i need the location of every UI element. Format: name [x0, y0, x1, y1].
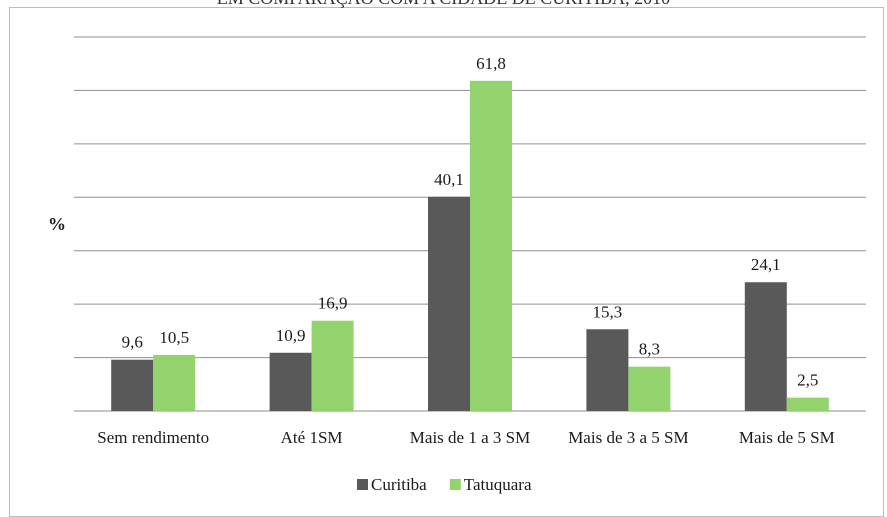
x-tick-label: Sem rendimento — [97, 428, 209, 447]
bar-tatuquara — [628, 366, 671, 411]
bar-curitiba — [269, 352, 312, 411]
legend-label: Tatuquara — [464, 475, 532, 494]
bar-curitiba — [744, 282, 787, 411]
data-label: 15,3 — [593, 302, 623, 321]
legend-swatch — [449, 479, 461, 490]
x-tick-label: Mais de 3 a 5 SM — [568, 428, 688, 447]
bar-tatuquara — [311, 320, 354, 411]
x-tick-label: Mais de 5 SM — [739, 428, 835, 447]
data-label: 2,5 — [797, 371, 818, 390]
x-tick-labels: Sem rendimento Até 1SM Mais de 1 a 3 SM Mai… — [97, 428, 834, 447]
data-label: 24,1 — [751, 255, 781, 274]
x-tick-label: Mais de 1 a 3 SM — [410, 428, 530, 447]
bar-tatuquara — [153, 354, 196, 411]
bar-curitiba — [111, 359, 154, 411]
x-tick-label: Até 1SM — [281, 428, 343, 447]
data-label: 10,5 — [159, 328, 189, 347]
bar-tatuquara — [470, 80, 512, 411]
data-label: 8,3 — [639, 340, 660, 359]
bar-curitiba — [586, 329, 629, 411]
bar-tatuquara — [786, 397, 829, 411]
data-labels: 9,6 10,5 10,9 16,9 40,1 61,8 15,3 8,3 24,1 2,5 — [122, 54, 819, 390]
chart-title: EM COMPARAÇÃO COM A CIDADE DE CURITIBA, … — [0, 0, 887, 9]
bar-curitiba — [428, 196, 470, 411]
data-label: 10,9 — [276, 326, 306, 345]
legend-label: Curitiba — [371, 475, 427, 494]
y-axis-label: % — [48, 214, 66, 234]
data-label: 40,1 — [434, 170, 464, 189]
bars — [111, 80, 829, 411]
legend-swatch — [357, 479, 368, 490]
legend: Curitiba Tatuquara — [357, 475, 532, 494]
data-label: 61,8 — [476, 54, 506, 73]
data-label: 16,9 — [318, 294, 348, 313]
data-label: 9,6 — [122, 333, 143, 352]
